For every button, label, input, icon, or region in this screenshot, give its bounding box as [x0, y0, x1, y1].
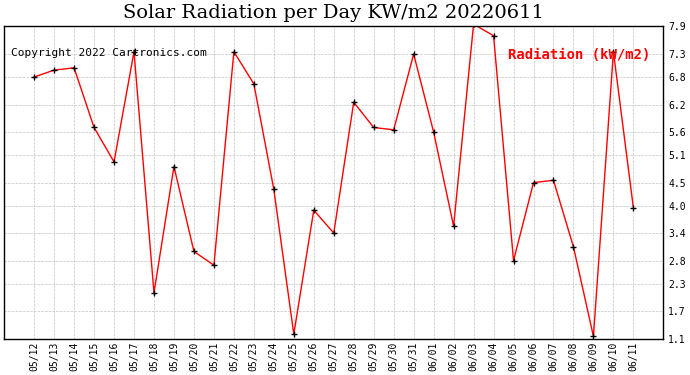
Text: Radiation (kW/m2): Radiation (kW/m2): [508, 48, 650, 62]
Title: Solar Radiation per Day KW/m2 20220611: Solar Radiation per Day KW/m2 20220611: [124, 4, 544, 22]
Text: Copyright 2022 Cartronics.com: Copyright 2022 Cartronics.com: [11, 48, 206, 58]
